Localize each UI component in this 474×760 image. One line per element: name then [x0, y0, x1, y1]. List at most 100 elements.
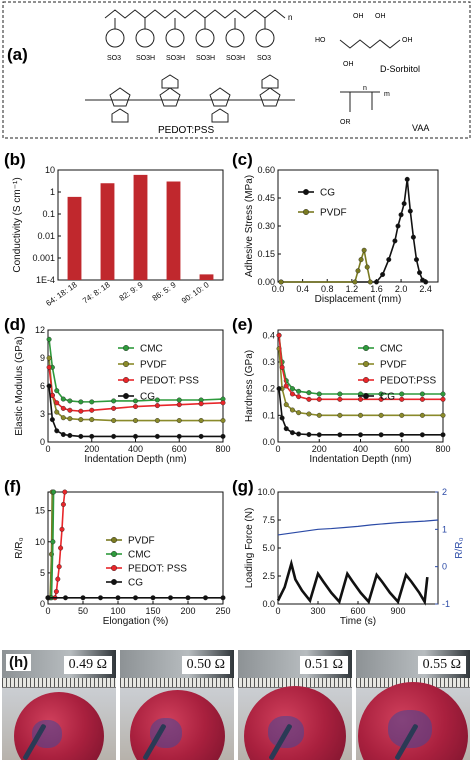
- legend-marker: [303, 208, 310, 215]
- data-point: [111, 398, 117, 404]
- data-point: [89, 399, 95, 405]
- data-point: [440, 396, 446, 402]
- x-axis-title: Time (s): [340, 616, 376, 627]
- data-point: [115, 595, 121, 601]
- data-point: [367, 279, 373, 285]
- x-tick-label: 1.6: [370, 284, 383, 294]
- x-tick-label: 0: [275, 606, 280, 616]
- y-axis-title: Hardness (GPa): [244, 350, 255, 422]
- x-tick-label: 400: [353, 444, 368, 454]
- data-point: [355, 268, 361, 274]
- x-tick-label: 600: [172, 444, 187, 454]
- x-tick-label: 0: [275, 444, 280, 454]
- legend-entry: CMC: [140, 344, 163, 355]
- data-point: [60, 396, 66, 402]
- figure-canvas: (a) n SO3 SO3H SO3H SO3H SO3H SO3: [2, 1, 471, 627]
- panel-a-frame: [2, 1, 471, 139]
- data-point: [361, 247, 367, 253]
- legend-entry: PEDOT:PSS: [380, 376, 436, 387]
- legend-marker: [110, 565, 117, 572]
- vaa-label: VAA: [412, 123, 429, 133]
- x-tick-label: 2.0: [395, 284, 408, 294]
- data-point: [337, 432, 343, 438]
- data-point: [289, 391, 295, 397]
- y-tick-label: 0.00: [257, 277, 275, 287]
- data-point: [395, 223, 401, 229]
- data-point: [358, 432, 364, 438]
- y-tick-label: 5: [40, 568, 45, 578]
- y-tick-label: 2.5: [262, 571, 275, 581]
- x-axis-title: Indentation Depth (nm): [84, 454, 186, 465]
- data-point: [46, 355, 52, 361]
- data-point: [198, 401, 204, 407]
- data-point: [399, 396, 405, 402]
- x-tick-label: 600: [350, 606, 365, 616]
- y-tick-label: 6: [40, 381, 45, 391]
- data-point: [89, 417, 95, 423]
- data-point: [51, 489, 57, 495]
- data-point: [404, 176, 410, 182]
- data-point: [54, 400, 60, 406]
- panel-h-photos: 0.49 Ω 0.50 Ω 0.51 Ω 0.55 Ω (h): [2, 650, 472, 760]
- data-point: [417, 270, 423, 276]
- legend-entry: PVDF: [320, 208, 347, 219]
- pedot-rings: [109, 74, 281, 123]
- data-point: [358, 257, 364, 263]
- data-point: [78, 417, 84, 423]
- data-point: [67, 432, 73, 438]
- data-point: [316, 412, 322, 418]
- legend-marker: [122, 393, 129, 400]
- data-point: [278, 279, 284, 285]
- data-point: [398, 212, 404, 218]
- bar-3: [166, 181, 181, 280]
- x-tick-label: 900: [390, 606, 405, 616]
- x-tick-label: 74: 8: 18: [81, 280, 112, 306]
- x-tick-label: 250: [215, 606, 230, 616]
- data-point: [410, 234, 416, 240]
- data-point: [407, 208, 413, 214]
- legend-entry: PEDOT: PSS: [140, 376, 199, 387]
- legend-entry: PVDF: [140, 360, 167, 371]
- ruler: [2, 678, 116, 688]
- data-point: [279, 415, 285, 421]
- data-point: [132, 398, 138, 404]
- data-point: [378, 391, 384, 397]
- panel-a-scheme: (a) n SO3 SO3H SO3H SO3H SO3H SO3: [2, 1, 471, 139]
- data-point: [419, 396, 425, 402]
- data-point: [167, 595, 173, 601]
- photo-4: 0.55 Ω: [356, 650, 470, 760]
- legend-marker: [110, 579, 117, 586]
- sulfonic-4: SO3H: [226, 55, 245, 62]
- y-tick-label: 0.4: [262, 330, 275, 340]
- sorbitol-oh-4: OH: [402, 37, 413, 44]
- sorbitol-oh-2: OH: [375, 13, 386, 20]
- y-tick-label: 10.0: [257, 487, 275, 497]
- photo-3: 0.51 Ω: [238, 650, 352, 760]
- data-point: [337, 412, 343, 418]
- data-point: [63, 595, 69, 601]
- data-point: [358, 396, 364, 402]
- resistance-readout-2: 0.50 Ω: [181, 656, 230, 674]
- data-point: [176, 397, 182, 403]
- x-tick-label: 86: 5: 9: [151, 280, 178, 303]
- legend-marker: [122, 361, 129, 368]
- y-tick-label: 15: [35, 506, 45, 516]
- data-point: [296, 394, 302, 400]
- legend-marker: [110, 537, 117, 544]
- data-point: [316, 391, 322, 397]
- data-point: [60, 405, 66, 411]
- panel-d-label: (d): [4, 315, 26, 334]
- data-point: [279, 364, 285, 370]
- legend-marker: [303, 188, 310, 195]
- data-point: [46, 364, 52, 370]
- data-point: [60, 501, 66, 507]
- y-tick-label: 7.5: [262, 515, 275, 525]
- y-tick-label: 1: [50, 187, 55, 197]
- data-point: [176, 418, 182, 424]
- y-tick-label: 9: [40, 353, 45, 363]
- data-point: [316, 396, 322, 402]
- pss-backbone: [104, 9, 286, 19]
- legend-entry: CG: [140, 392, 155, 403]
- panel-b-label: (b): [4, 150, 26, 169]
- data-point: [54, 388, 60, 394]
